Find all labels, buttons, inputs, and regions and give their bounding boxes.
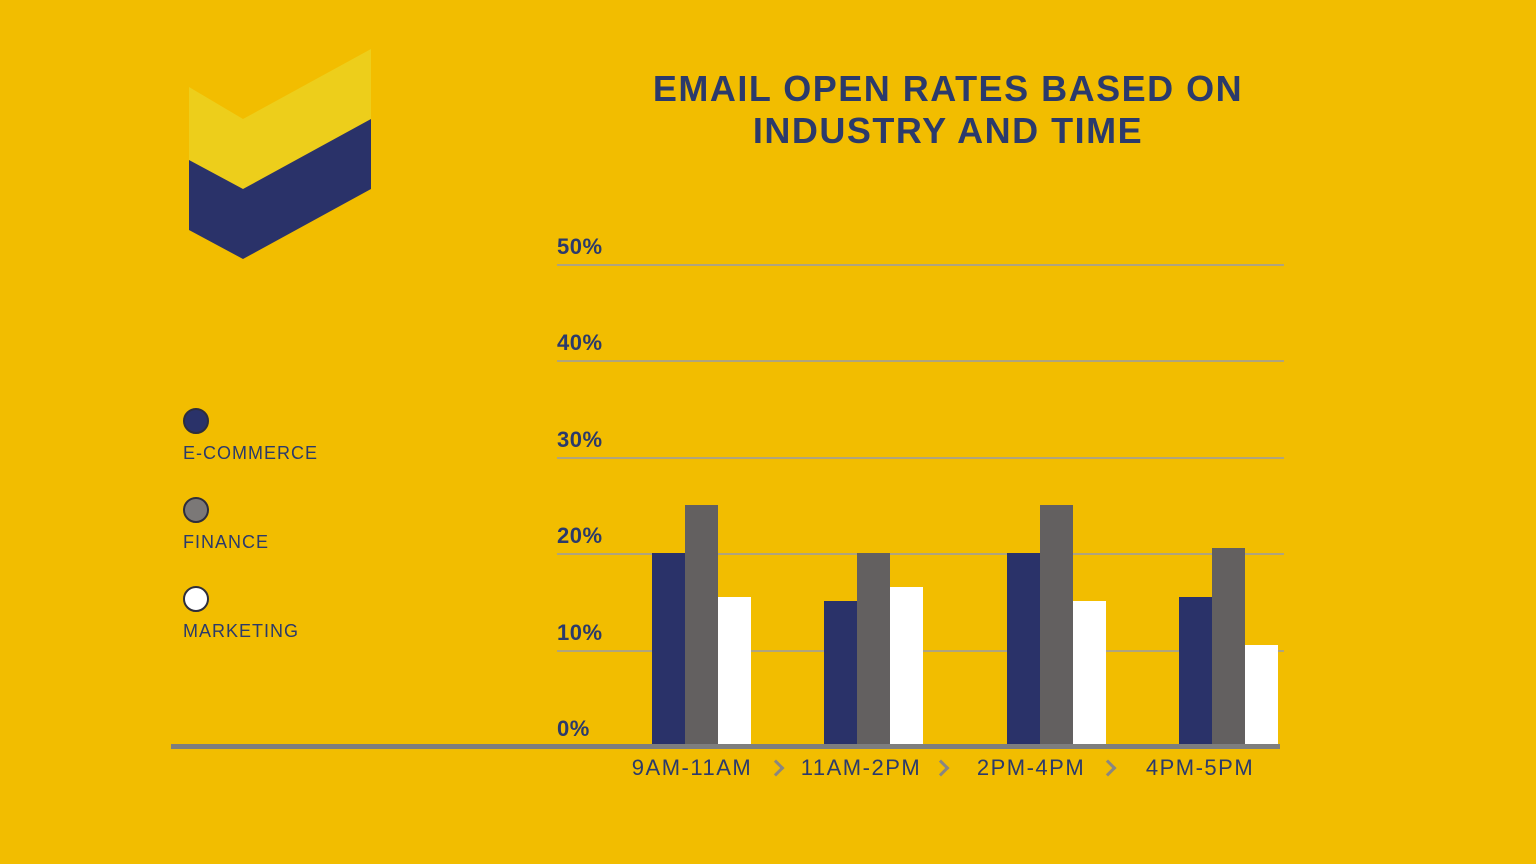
chevron-right-icon	[932, 759, 950, 777]
chevron-right-glyph	[767, 759, 785, 777]
y-tick-label-40-: 40%	[557, 330, 603, 356]
chevron-right-glyph	[932, 759, 950, 777]
gridline-30-	[557, 456, 1284, 459]
gridline-50-	[557, 264, 1284, 266]
legend-swatch-circle	[183, 408, 209, 434]
chevron-right-glyph	[1099, 759, 1117, 777]
plot-area: 50% 40% 30% 20% 10% 0%	[557, 234, 1284, 749]
bar-finance-9am-11am	[685, 505, 718, 749]
bar-e-commerce-11am-2pm	[824, 601, 857, 749]
chart-title: EMAIL OPEN RATES BASED ON INDUSTRY AND T…	[558, 68, 1338, 152]
bar-e-commerce-2pm-4pm	[1007, 553, 1040, 749]
bar-finance-4pm-5pm	[1212, 548, 1245, 749]
gridline-20-	[557, 553, 1284, 556]
legend-label: MARKETING	[183, 621, 300, 641]
legend-label: E-COMMERCE	[183, 443, 318, 463]
bar-marketing-4pm-5pm	[1245, 644, 1278, 749]
gridline-40-	[557, 360, 1284, 363]
x-tick-label-4pm-5pm: 4PM-5PM	[1145, 755, 1255, 780]
x-axis-line	[171, 744, 1280, 749]
y-tick-label-30-: 30%	[557, 426, 603, 452]
bar-finance-2pm-4pm	[1040, 505, 1073, 749]
legend-swatch-circle	[183, 497, 209, 523]
x-tick-label-2pm-4pm: 2PM-4PM	[976, 755, 1086, 780]
legend-item-e-commerce: E-COMMERCE	[183, 408, 318, 464]
legend-item-finance: FINANCE	[183, 497, 318, 553]
chevron-right-icon	[1099, 759, 1117, 777]
chart-legend: E-COMMERCE FINANCE MARKETING	[183, 408, 318, 675]
y-tick-label-20-: 20%	[557, 523, 603, 549]
y-tick-label-0-: 0%	[557, 716, 590, 741]
legend-item-marketing: MARKETING	[183, 586, 318, 642]
y-tick-label-50-: 50%	[557, 234, 603, 259]
bar-marketing-2pm-4pm	[1073, 601, 1106, 749]
bar-marketing-11am-2pm	[890, 586, 923, 749]
logo-chevron-top-icon	[189, 49, 371, 189]
brand-logo	[189, 49, 371, 259]
legend-swatch-circle	[183, 586, 209, 612]
bar-e-commerce-4pm-5pm	[1179, 596, 1212, 749]
bar-e-commerce-9am-11am	[652, 553, 685, 749]
bar-finance-11am-2pm	[857, 553, 890, 749]
legend-label: FINANCE	[183, 532, 270, 552]
chart-title-line1: EMAIL OPEN RATES BASED ON	[652, 68, 1244, 109]
chevron-right-icon	[767, 759, 785, 777]
x-tick-label-11am-2pm: 11AM-2PM	[800, 755, 922, 780]
bar-marketing-9am-11am	[718, 596, 751, 749]
logo-chevron-bottom-icon	[189, 119, 371, 259]
y-tick-label-10-: 10%	[557, 619, 603, 645]
x-tick-label-9am-11am: 9AM-11AM	[631, 755, 753, 780]
chart-title-line2: INDUSTRY AND TIME	[752, 110, 1144, 151]
